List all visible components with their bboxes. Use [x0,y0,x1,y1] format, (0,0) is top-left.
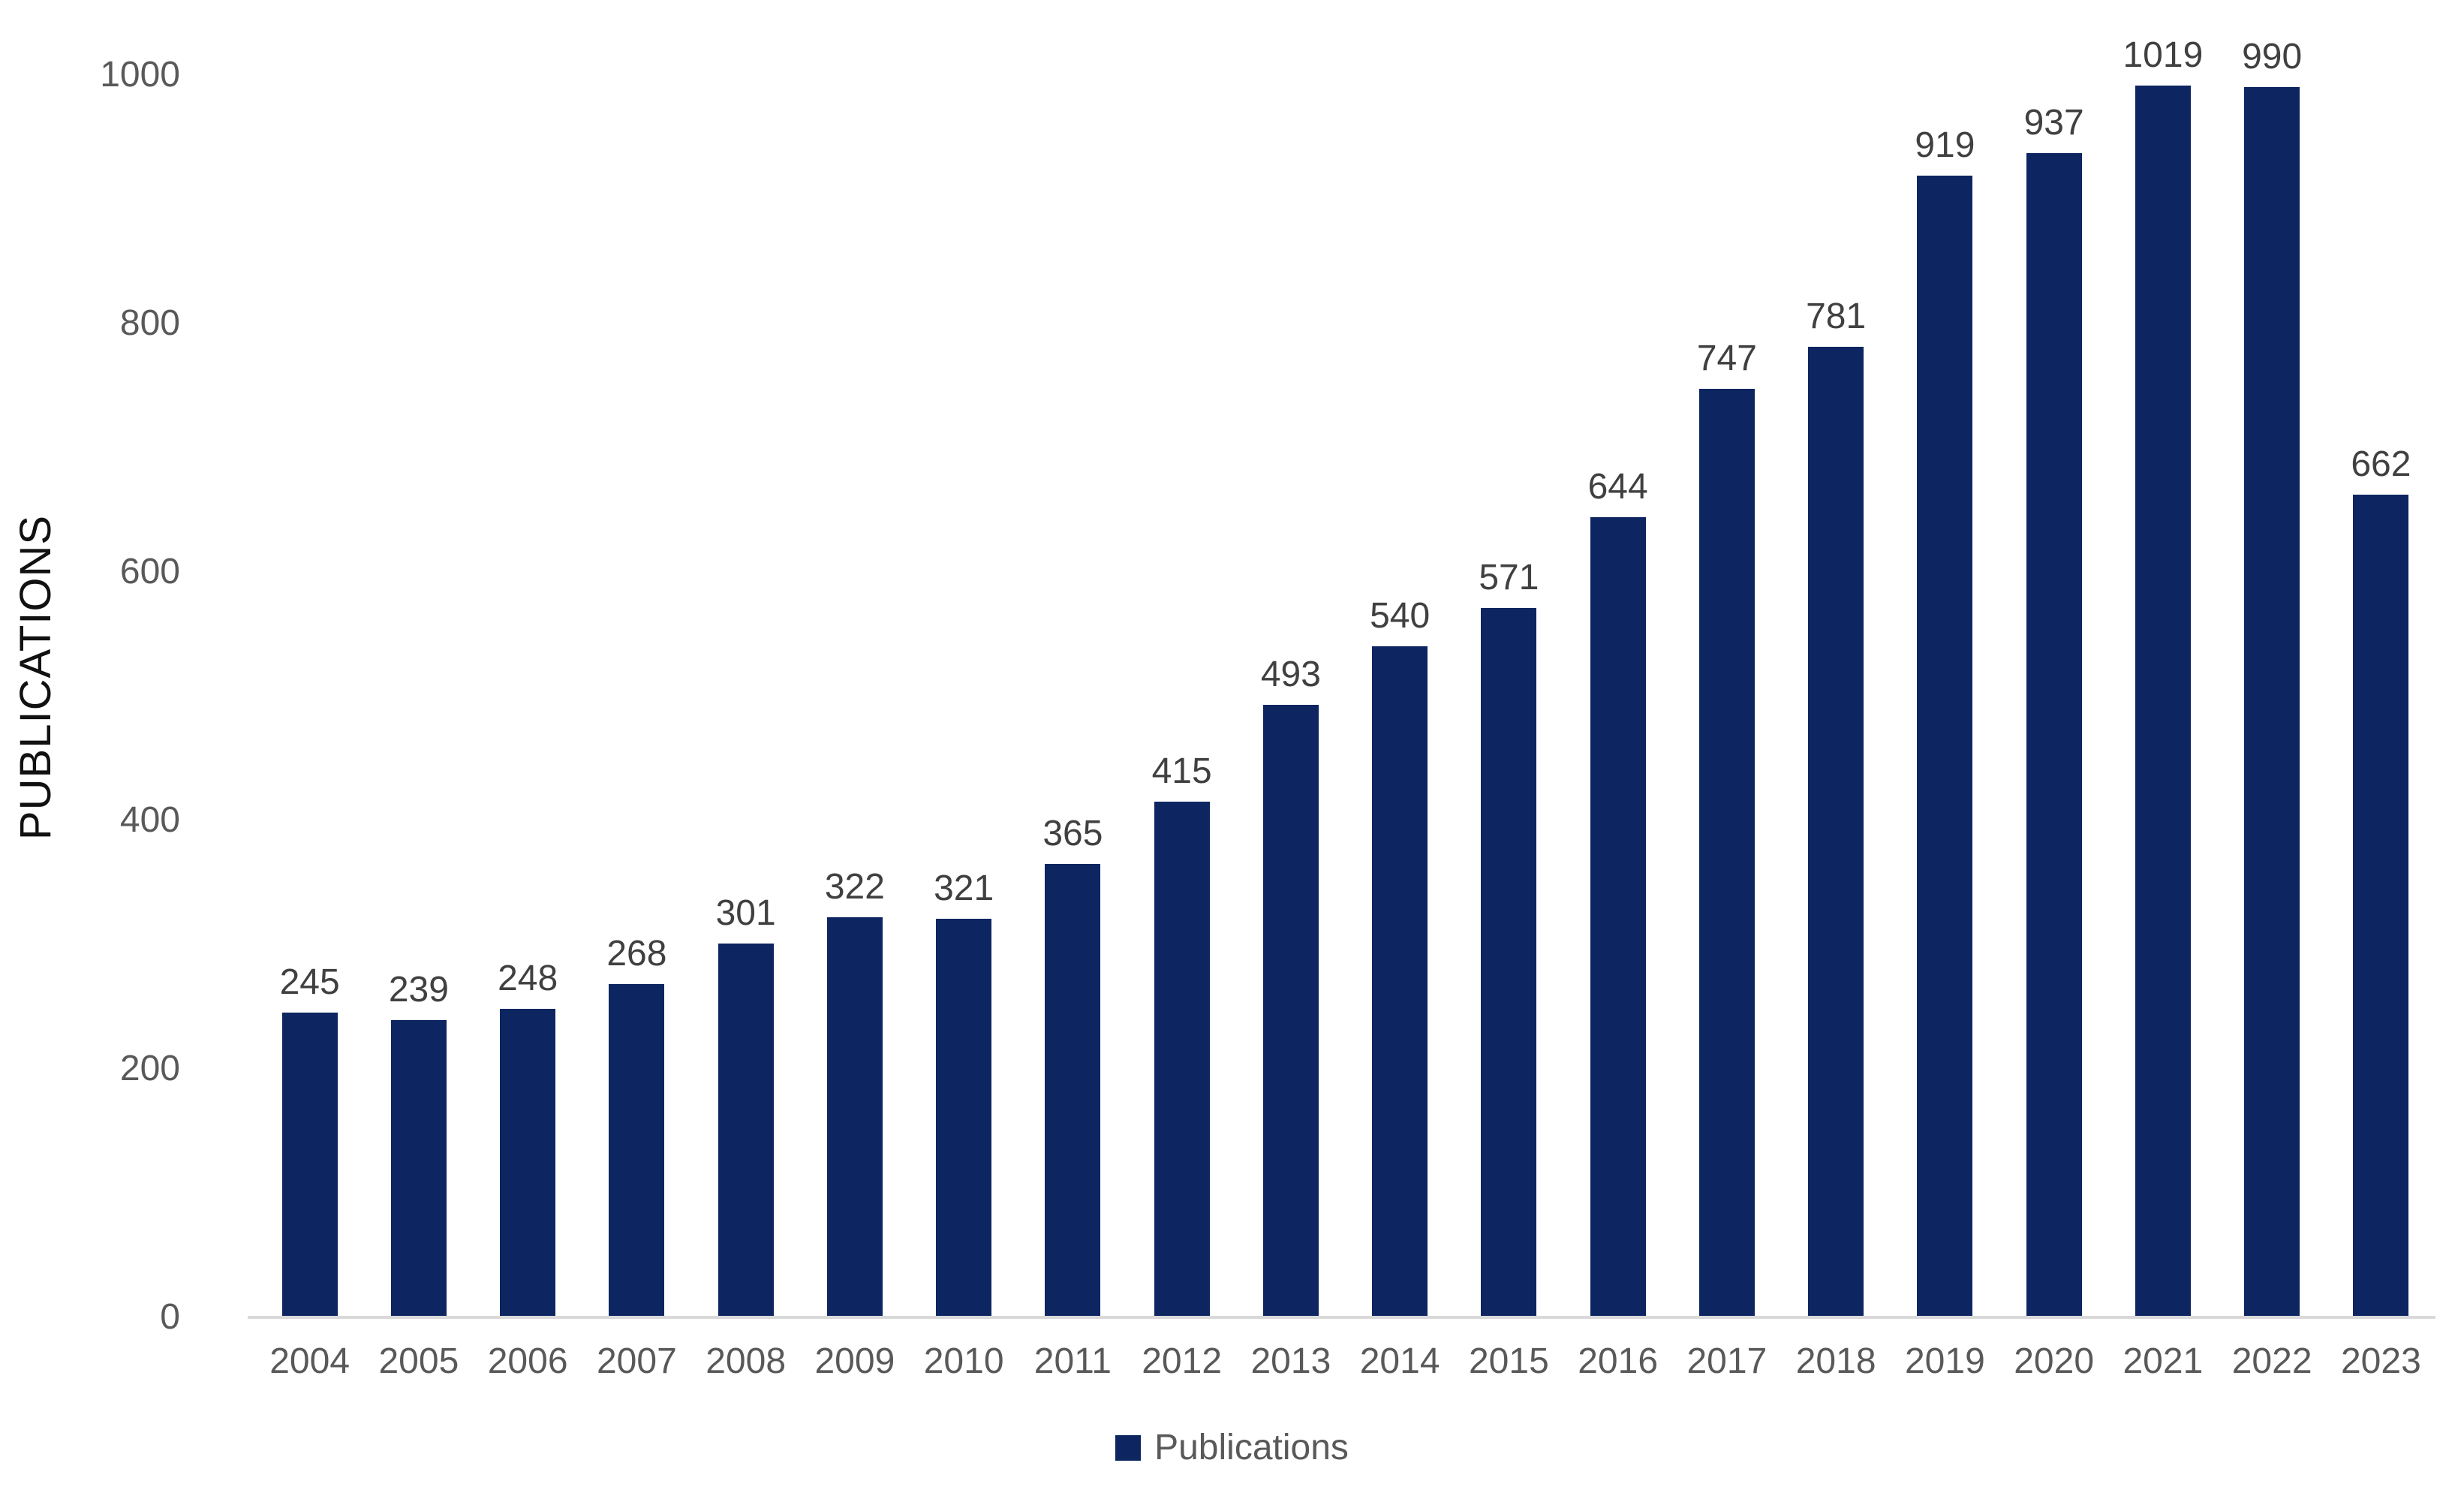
x-tick-label-2008: 2008 [706,1341,787,1381]
bar-slot-2021: 1019 [2108,38,2217,1317]
legend: Publications [0,1430,2464,1466]
bar-2011 [1045,863,1101,1317]
bar-slot-2014: 540 [1346,38,1455,1317]
bar-value-label: 540 [1370,596,1431,637]
x-tick-label-2016: 2016 [1578,1341,1659,1381]
bar-2009 [826,917,883,1317]
bar-slot-2011: 365 [1018,38,1127,1317]
x-tick-label-2012: 2012 [1142,1341,1223,1381]
bar-value-label: 245 [279,962,340,1003]
bar-2010 [936,918,992,1317]
legend-publications-label: Publications [1154,1428,1349,1467]
x-axis-line [248,1316,2435,1319]
bar-slot-2010: 321 [910,38,1018,1317]
bar-2013 [1262,704,1319,1317]
bar-2019 [1917,175,1973,1317]
y-tick-label: 1000 [100,54,180,95]
bar-slot-2009: 322 [800,38,909,1317]
bar-value-label: 321 [934,868,994,908]
x-axis-labels: 2004 2005 2006 2007 2008 2009 2010 2011 2012 2013… [255,1344,2435,1380]
x-tick-label-2006: 2006 [487,1341,568,1381]
bar-2014 [1372,646,1428,1317]
bar-value-label: 644 [1587,466,1648,507]
bar-slot-2020: 937 [1999,38,2108,1317]
bar-value-label: 239 [388,970,449,1010]
bar-value-label: 747 [1696,339,1757,379]
x-tick-label-2015: 2015 [1468,1341,1549,1381]
x-tick-label-2018: 2018 [1795,1341,1876,1381]
x-tick-label-2013: 2013 [1250,1341,1331,1381]
bar-slot-2018: 781 [1782,38,1891,1317]
legend-publications-swatch-icon [1115,1435,1142,1461]
bar-value-label: 493 [1260,654,1321,694]
bar-slot-2013: 493 [1236,38,1345,1317]
bar-value-label: 781 [1806,296,1867,337]
bar-value-label: 1019 [2123,35,2204,75]
x-tick-label-2021: 2021 [2123,1341,2204,1381]
bar-value-label: 415 [1151,751,1212,792]
bar-2008 [718,943,774,1317]
bar-slot-2023: 662 [2327,38,2435,1317]
x-tick-label-2014: 2014 [1359,1341,1440,1381]
bar-value-label: 322 [824,866,885,907]
y-tick-label: 800 [119,303,180,343]
y-tick-label: 200 [119,1048,180,1088]
bar-slot-2015: 571 [1455,38,1563,1317]
bar-slot-2016: 644 [1563,38,1672,1317]
x-tick-label-2017: 2017 [1686,1341,1768,1381]
bar-value-label: 571 [1479,557,1539,597]
y-tick-label: 400 [119,799,180,840]
bar-value-label: 937 [2023,102,2084,143]
x-tick-label-2023: 2023 [2340,1341,2421,1381]
x-tick-label-2010: 2010 [923,1341,1004,1381]
bars: 245 239 248 268 301 322 321 365 415 493 540 571 644 7… [255,38,2435,1317]
bar-2006 [500,1009,556,1317]
bar-slot-2019: 919 [1891,38,1999,1317]
bar-2017 [1698,389,1755,1317]
bar-2004 [281,1013,338,1317]
y-tick-label: 600 [119,551,180,591]
plot-area: 245 239 248 268 301 322 321 365 415 493 540 571 644 7… [248,38,2435,1319]
bar-2020 [2026,152,2082,1317]
bar-2007 [609,984,665,1317]
x-tick-label-2019: 2019 [1904,1341,1985,1381]
bar-value-label: 662 [2351,444,2411,485]
x-tick-label-2022: 2022 [2231,1341,2312,1381]
x-tick-label-2004: 2004 [269,1341,350,1381]
bar-value-label: 268 [606,934,667,974]
x-tick-label-2011: 2011 [1033,1341,1112,1381]
x-tick-label-2009: 2009 [814,1341,895,1381]
bar-slot-2017: 747 [1672,38,1781,1317]
bar-2018 [1808,347,1864,1317]
bar-2012 [1154,802,1210,1317]
y-axis-ticks: 0 200 400 600 800 1000 [53,38,180,1335]
bar-2015 [1481,607,1537,1317]
bar-value-label: 919 [1915,125,1975,165]
bar-2016 [1590,516,1646,1317]
bar-slot-2007: 268 [582,38,691,1317]
bar-value-label: 365 [1042,813,1103,853]
bar-slot-2005: 239 [364,38,473,1317]
bar-value-label: 990 [2242,37,2303,77]
x-tick-label-2007: 2007 [596,1341,677,1381]
bar-value-label: 301 [715,892,776,933]
bar-slot-2012: 415 [1127,38,1236,1317]
bar-2021 [2135,86,2191,1317]
bar-value-label: 248 [498,959,558,999]
bar-2005 [390,1020,447,1317]
x-tick-label-2005: 2005 [378,1341,459,1381]
bar-2023 [2353,495,2409,1317]
bar-2022 [2244,87,2300,1317]
bar-slot-2004: 245 [255,38,364,1317]
x-tick-label-2020: 2020 [2014,1341,2095,1381]
y-tick-label: 0 [160,1297,180,1337]
bar-slot-2006: 248 [474,38,582,1317]
bar-slot-2008: 301 [691,38,800,1317]
bar-slot-2022: 990 [2218,38,2327,1317]
